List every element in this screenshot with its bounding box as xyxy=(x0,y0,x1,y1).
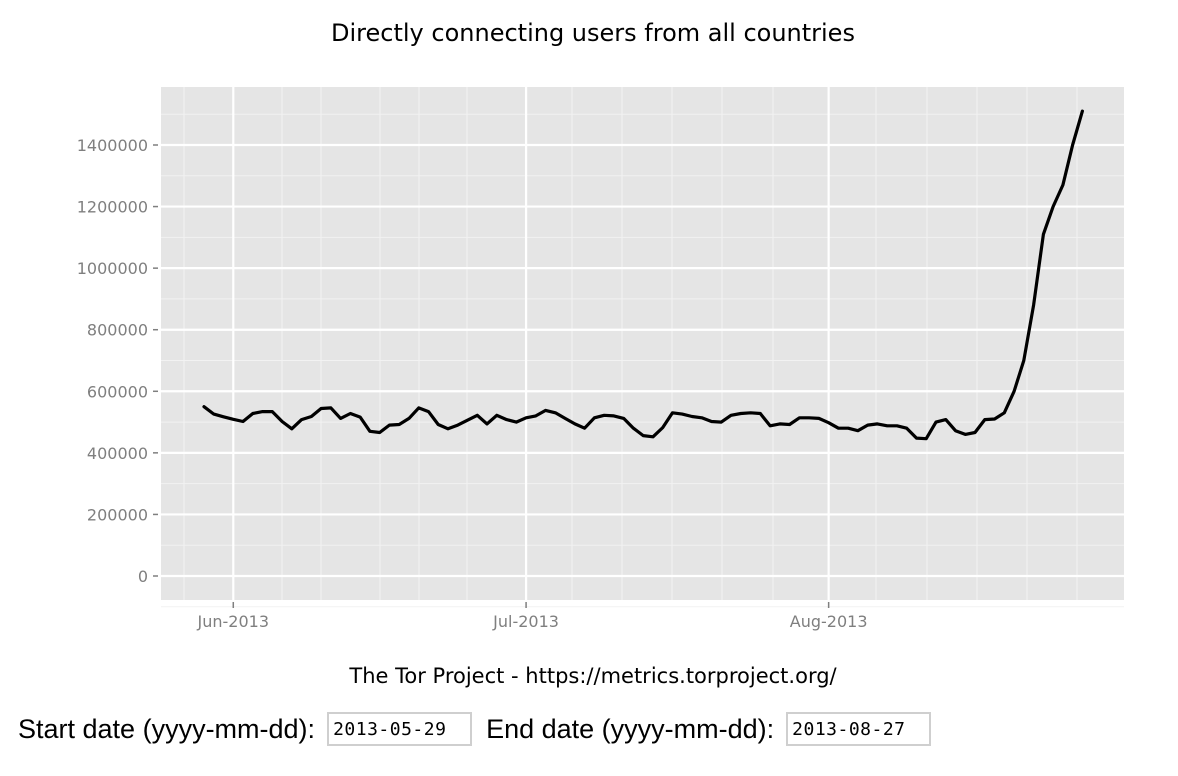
y-tick-label: 200000 xyxy=(87,505,148,524)
chart-title: Directly connecting users from all count… xyxy=(331,19,855,47)
chart: Directly connecting users from all count… xyxy=(77,19,1124,688)
users-line xyxy=(202,109,1085,441)
y-tick-label: 0 xyxy=(138,567,148,586)
x-tick-label: Jul-2013 xyxy=(492,612,559,631)
y-tick-label: 600000 xyxy=(87,382,148,401)
x-axis: Jun-2013 Jul-2013 Aug-2013 xyxy=(197,612,868,631)
end-date-input[interactable] xyxy=(786,712,932,746)
y-tick-label: 1400000 xyxy=(77,136,148,155)
axis-ticks xyxy=(153,144,830,608)
y-axis: 0 200000 400000 600000 800000 1000000 12… xyxy=(77,136,148,586)
start-date-label: Start date (yyyy-mm-dd): xyxy=(18,713,316,744)
start-date-input[interactable] xyxy=(327,712,473,746)
major-gridlines xyxy=(161,87,1124,600)
date-range-form: Start date (yyyy-mm-dd): End date (yyyy-… xyxy=(18,707,945,751)
y-tick-label: 1200000 xyxy=(77,198,148,217)
end-date-label: End date (yyyy-mm-dd): xyxy=(486,713,775,744)
y-tick-label: 400000 xyxy=(87,444,148,463)
x-tick-label: Aug-2013 xyxy=(790,612,868,631)
plot-panel xyxy=(161,87,1124,600)
y-tick-label: 1000000 xyxy=(77,259,148,278)
y-tick-label: 800000 xyxy=(87,321,148,340)
chart-caption: The Tor Project - https://metrics.torpro… xyxy=(348,664,837,688)
x-tick-label: Jun-2013 xyxy=(197,612,270,631)
